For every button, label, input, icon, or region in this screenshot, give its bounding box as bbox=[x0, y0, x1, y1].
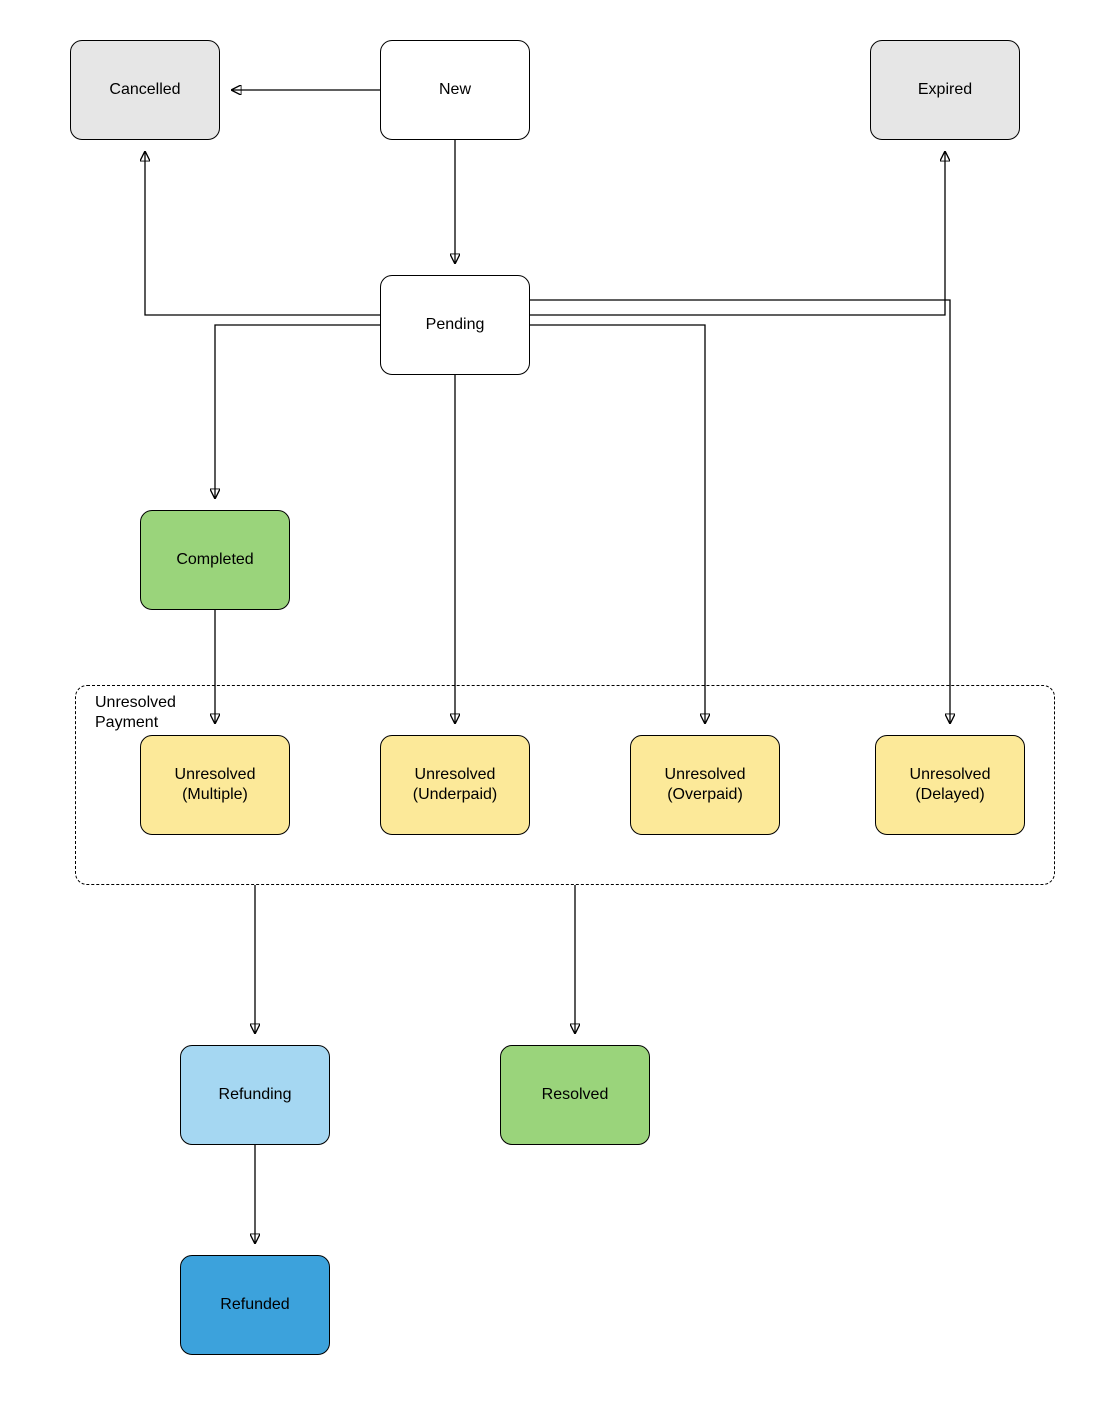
node-refunding: Refunding bbox=[180, 1045, 330, 1145]
node-new: New bbox=[380, 40, 530, 140]
group-label: Unresolved Payment bbox=[95, 693, 176, 733]
node-cancelled: Cancelled bbox=[70, 40, 220, 140]
node-unresolved-multiple: Unresolved (Multiple) bbox=[140, 735, 290, 835]
node-unresolved-delayed: Unresolved (Delayed) bbox=[875, 735, 1025, 835]
edge-pending-left-to-cancelled bbox=[145, 152, 380, 315]
node-expired: Expired bbox=[870, 40, 1020, 140]
edge-pending-to-unres-delayed bbox=[530, 300, 950, 723]
node-completed: Completed bbox=[140, 510, 290, 610]
diagram-stage: Unresolved Payment Cancelled New Expired Pe… bbox=[0, 0, 1120, 1420]
node-pending: Pending bbox=[380, 275, 530, 375]
node-resolved: Resolved bbox=[500, 1045, 650, 1145]
node-unresolved-overpaid: Unresolved (Overpaid) bbox=[630, 735, 780, 835]
edge-pending-to-completed bbox=[215, 325, 380, 498]
node-refunded: Refunded bbox=[180, 1255, 330, 1355]
edge-pending-to-expired bbox=[530, 152, 945, 315]
node-unresolved-underpaid: Unresolved (Underpaid) bbox=[380, 735, 530, 835]
edge-pending-to-unres-overpaid bbox=[530, 325, 705, 723]
